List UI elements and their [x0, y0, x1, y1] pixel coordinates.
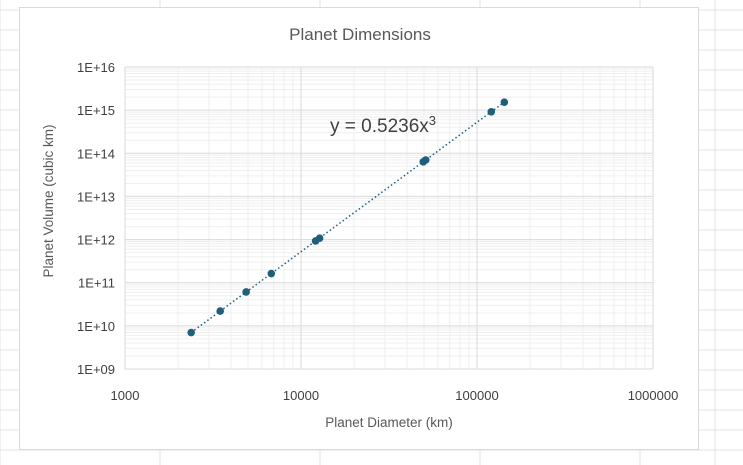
y-tick-label: 1E+15	[77, 103, 115, 118]
y-tick-label: 1E+11	[78, 276, 115, 291]
chart-title: Planet Dimensions	[289, 25, 431, 44]
data-point	[421, 156, 430, 164]
y-tick-label: 1E+09	[77, 362, 115, 377]
x-tick-label: 100000	[455, 388, 498, 403]
x-tick-label: 1000000	[628, 388, 679, 403]
y-tick-label: 1E+10	[77, 319, 115, 334]
data-point	[315, 234, 324, 242]
data-points	[187, 98, 509, 337]
y-tick-label: 1E+12	[77, 233, 115, 248]
x-axis-title: Planet Diameter (km)	[325, 415, 453, 430]
y-tick-label: 1E+13	[77, 189, 115, 204]
x-tick-labels: 1000 10000 100000 1000000	[111, 388, 679, 403]
data-point	[267, 269, 276, 278]
y-tick-label: 1E+16	[77, 60, 115, 75]
x-tick-label: 10000	[283, 388, 319, 403]
trendline-equation: y = 0.5236x3	[330, 113, 436, 138]
y-axis-title: Planet Volume (cubic km)	[41, 124, 56, 277]
y-tick-label: 1E+14	[77, 146, 115, 161]
data-point	[487, 107, 496, 116]
chart-svg: Planet Dimensions 1000 10000 100000 1000000…	[41, 25, 679, 430]
data-point	[242, 288, 250, 296]
y-tick-labels: 1E+09 1E+10 1E+11 1E+12 1E+13 1E+14 1E+15 1E+16	[77, 60, 115, 377]
data-point	[500, 98, 509, 106]
gridlines	[124, 66, 654, 370]
chart-area[interactable]: Planet Dimensions 1000 10000 100000 1000000…	[19, 7, 699, 450]
x-tick-label: 1000	[111, 388, 140, 403]
data-point	[216, 307, 225, 315]
data-point	[187, 328, 195, 337]
